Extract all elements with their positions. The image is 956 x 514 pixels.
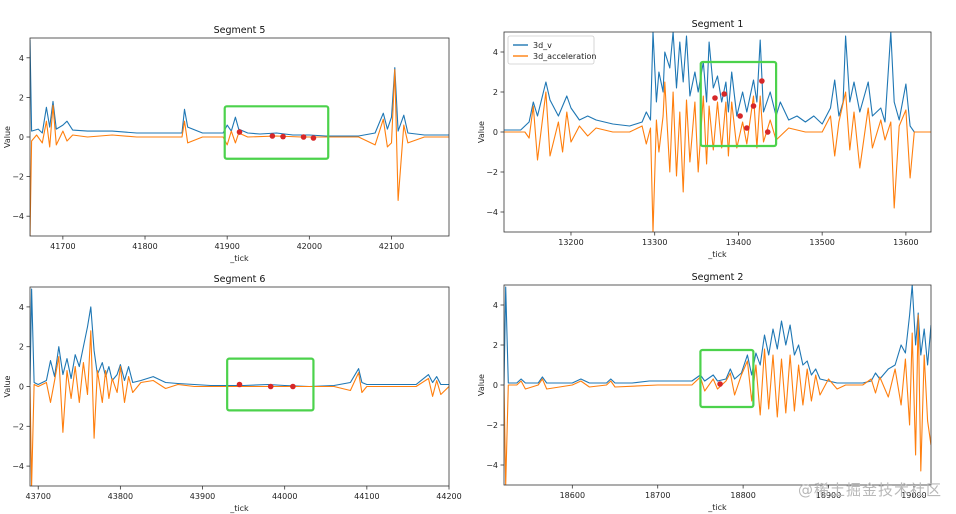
segment-1-xtick-label: 13500 [809,238,834,247]
segment-1-xtick-label: 13300 [642,238,667,247]
segment-6-series-v [30,288,449,388]
segment-5-marker [300,134,307,140]
segment-6-marker [267,383,274,390]
segment-5-xtick-label: 42100 [379,242,404,251]
segment-6-plot-area [30,288,449,486]
segment-6-xtick-label: 43700 [25,492,50,501]
segment-6-xlabel: _tick [229,504,249,513]
segment-2-chart: Segment 2 18600 18700 18800 18900 19000 −4 −2 0 2… [477,272,932,512]
segment-1-marker [712,95,718,101]
segment-5-ytick-label: 0 [19,133,24,142]
segment-5-ytick-label: 4 [19,54,24,63]
segment-1-marker [764,129,771,135]
segment-2-ytick-label: −2 [486,421,498,430]
segment-1-title: Segment 1 [692,19,744,30]
segment-5-xtick-label: 42000 [297,242,322,251]
segment-6-series-acc [30,330,449,486]
segment-1-chart: Segment 1 13200 13300 13400 13500 13600 −4 −2 0 2… [477,19,932,259]
segment-6-ytick-label: 0 [19,383,24,392]
segment-5-ytick-label: −2 [12,173,24,182]
segment-6-ytick-label: −4 [12,462,24,471]
segment-2-xtick-label: 18600 [560,491,585,500]
segment-1-plot-area [504,32,931,232]
segment-2-series-v [504,285,931,386]
segment-6-ytick-label: 4 [19,303,24,312]
segment-6-ylabel: Value [3,375,12,397]
segment-6-xtick-label: 44200 [436,492,461,501]
segment-1-xtick-label: 13200 [558,238,583,247]
segment-5-title: Segment 5 [214,25,266,36]
segment-5-series-acc [30,69,449,236]
segment-2-xtick-label: 18700 [645,491,670,500]
segment-6-ytick-label: −2 [12,422,24,431]
segment-1-ytick-label: 0 [493,128,498,137]
segment-2-plot-area [504,285,931,485]
segment-1-marker [744,125,750,131]
segment-2-ylabel: Value [477,374,486,396]
segment-6-ytick-label: 2 [19,343,24,352]
segment-2-highlight-box [699,348,755,409]
segment-1-ytick-label: −2 [486,168,498,177]
segment-2-ytick-label: 4 [493,301,498,310]
segment-1-series-acc [504,81,931,232]
segment-2-xlabel: _tick [707,503,727,512]
segment-5-ylabel: Value [3,126,12,148]
segment-6-xtick-label: 44000 [272,492,297,501]
segment-1-highlight-box [699,60,778,148]
segment-5-ytick-label: −4 [12,212,24,221]
watermark: @稀土掘金技术社区 [797,481,942,499]
segment-1-xtick-label: 13400 [726,238,751,247]
segment-2-xtick-label: 18900 [816,491,841,500]
segment-6-chart: Segment 6 43700 43800 43900 44000 44100 44200 −… [3,274,462,513]
segment-1-series-v [504,32,931,133]
segment-2-marker [717,381,723,387]
segment-6-xtick-label: 43800 [108,492,133,501]
segment-1-ytick-label: −4 [486,208,498,217]
segment-6-marker [290,383,296,390]
segment-1-marker [737,113,743,119]
segment-1-marker [721,91,727,97]
segment-2-xtick-label: 18800 [730,491,755,500]
segment-5-marker [236,129,243,135]
segment-6-title: Segment 6 [214,274,266,285]
segment-1-legend-frame [507,35,595,65]
segment-5-xtick-label: 41700 [50,242,75,251]
segment-5-series-v [30,39,449,137]
segment-1-ytick-label: 4 [493,48,498,57]
segment-1-legend-label-acc: 3d_acceleration [533,52,596,61]
segment-6-highlight-box [226,357,315,412]
segment-2-title: Segment 2 [692,272,744,283]
segment-5-xtick-label: 41800 [132,242,157,251]
segment-5-chart: Segment 5 41700 41800 41900 42000 42100 −4 −2 0 2… [3,25,450,263]
segment-1-xlabel: _tick [707,250,727,259]
segment-5-highlight-box [223,105,330,160]
segment-5-xlabel: _tick [229,254,249,263]
segment-1-marker [750,103,757,109]
segment-6-xtick-label: 43900 [190,492,215,501]
segment-1-ylabel: Value [477,121,486,143]
segment-6-xtick-label: 44100 [354,492,379,501]
segment-1-legend-label-v: 3d_v [533,41,552,50]
segment-6-marker [236,381,243,388]
segment-5-marker [310,135,317,141]
segment-5-xtick-label: 41900 [214,242,239,251]
segment-2-ytick-label: −4 [486,461,498,470]
segment-5-marker [269,133,276,139]
segment-2-series-acc [504,314,931,485]
segment-1-xtick-label: 13600 [893,238,918,247]
segment-2-ytick-label: 0 [493,381,498,390]
segment-5-ytick-label: 2 [19,93,24,102]
segment-2-ytick-label: 2 [493,341,498,350]
segment-2-xtick-label: 19000 [901,491,926,500]
segment-1-ytick-label: 2 [493,88,498,97]
segment-5-marker [280,133,286,140]
segment-5-plot-area [30,39,449,236]
segment-1-legend: 3d_v 3d_acceleration [507,35,596,65]
segment-1-marker [759,78,765,84]
